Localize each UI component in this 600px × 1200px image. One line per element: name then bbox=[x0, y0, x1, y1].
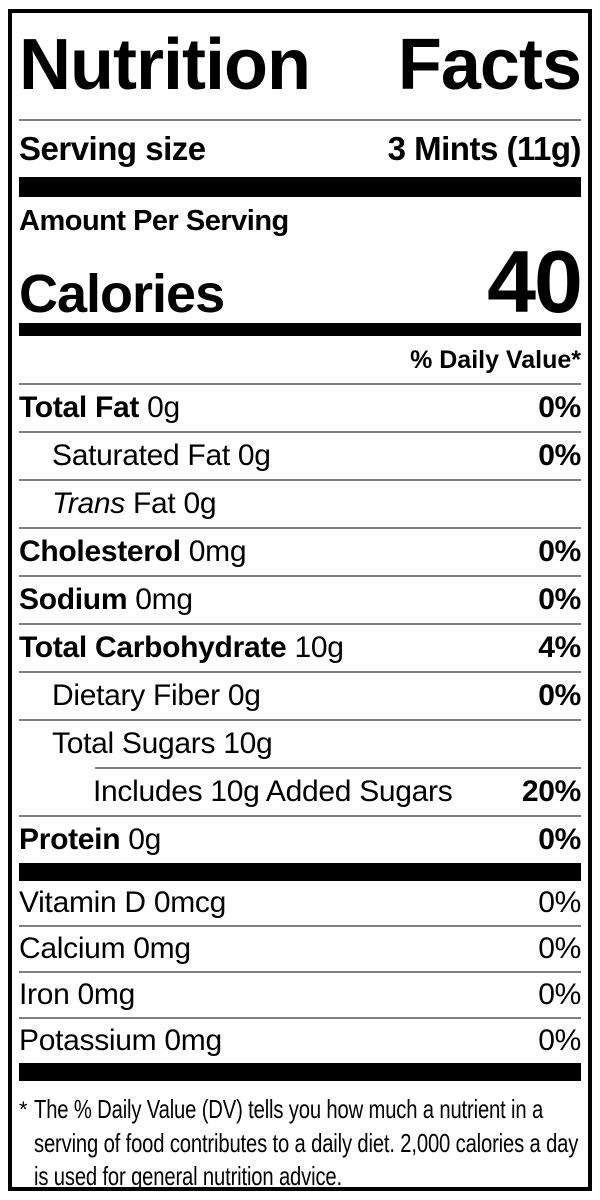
serving-size-label: Serving size bbox=[19, 130, 206, 167]
nutrient-name: Calcium 0mg bbox=[19, 931, 191, 965]
serving-size-value: 3 Mints (11g) bbox=[387, 130, 582, 167]
row-divider bbox=[19, 718, 581, 721]
footnote-text: The % Daily Value (DV) tells you how muc… bbox=[34, 1093, 579, 1191]
section-bar-thick bbox=[19, 177, 581, 197]
daily-value-percent: 0% bbox=[538, 390, 581, 424]
nutrient-name: Includes 10g Added Sugars bbox=[93, 774, 453, 808]
daily-value-divider bbox=[19, 382, 581, 385]
daily-value-percent: 0% bbox=[538, 931, 581, 965]
daily-value-percent: 0% bbox=[538, 885, 581, 919]
serving-size-row: Serving size 3 Mints (11g) bbox=[19, 121, 582, 177]
vitamin-row: Vitamin D 0mcg 0% bbox=[19, 881, 581, 925]
daily-value-percent: 4% bbox=[538, 630, 581, 664]
title-divider bbox=[19, 119, 581, 121]
nutrient-name: Trans Fat 0g bbox=[52, 486, 217, 520]
daily-value-percent: 20% bbox=[521, 774, 581, 808]
nutrient-name: Total Carbohydrate 10g bbox=[19, 630, 344, 664]
calories-row: Calories 40 bbox=[19, 237, 583, 325]
nutrient-name: Total Fat 0g bbox=[19, 390, 180, 424]
row-divider bbox=[19, 924, 581, 927]
nutrient-row: Saturated Fat 0g 0% bbox=[19, 433, 581, 479]
row-divider bbox=[19, 670, 581, 673]
calories-label: Calories bbox=[19, 263, 225, 324]
daily-value-percent: 0% bbox=[538, 438, 581, 472]
label-title: Nutrition Facts bbox=[19, 25, 582, 105]
nutrient-row: Total Sugars 10g bbox=[19, 721, 581, 767]
row-divider bbox=[19, 526, 581, 529]
vitamin-row: Calcium 0mg 0% bbox=[19, 927, 581, 971]
nutrient-row: Protein 0g 0% bbox=[19, 817, 581, 863]
daily-value-header: % Daily Value* bbox=[410, 345, 581, 374]
vitamin-rows: Vitamin D 0mcg 0% Calcium 0mg 0% Iron 0mg 0% P… bbox=[19, 881, 581, 1063]
row-divider bbox=[19, 478, 581, 481]
section-bar-medium bbox=[19, 322, 581, 336]
daily-value-percent: 0% bbox=[538, 977, 581, 1011]
daily-value-percent: 0% bbox=[538, 678, 581, 712]
nutrient-row: Total Fat 0g 0% bbox=[19, 385, 581, 431]
row-divider bbox=[95, 766, 581, 769]
daily-value-percent: 0% bbox=[538, 582, 581, 616]
nutrient-name: Sodium 0mg bbox=[19, 582, 193, 616]
row-divider bbox=[19, 430, 581, 433]
row-divider bbox=[19, 970, 581, 973]
footnote: * The % Daily Value (DV) tells you how m… bbox=[19, 1081, 581, 1187]
nutrient-name: Total Sugars 10g bbox=[52, 726, 273, 760]
footnote-asterisk: * bbox=[19, 1096, 28, 1122]
nutrition-facts-label: Nutrition Facts Serving size 3 Mints (11… bbox=[8, 9, 592, 1191]
nutrient-name: Protein 0g bbox=[19, 822, 162, 856]
nutrient-row: Trans Fat 0g bbox=[19, 481, 581, 527]
row-divider bbox=[19, 1016, 581, 1019]
section-bar-vitamins-bottom bbox=[19, 1062, 581, 1081]
nutrient-row: Sodium 0mg 0% bbox=[19, 577, 581, 623]
calories-value: 40 bbox=[487, 231, 583, 331]
nutrient-name: Vitamin D 0mcg bbox=[19, 885, 226, 919]
row-divider bbox=[19, 622, 581, 625]
nutrient-name: Dietary Fiber 0g bbox=[52, 678, 261, 712]
nutrient-rows: Total Fat 0g 0% Saturated Fat 0g 0% Trans Fa… bbox=[19, 385, 581, 863]
nutrient-row: Dietary Fiber 0g 0% bbox=[19, 673, 581, 719]
vitamin-row: Potassium 0mg 0% bbox=[19, 1019, 581, 1063]
amount-per-serving-label: Amount Per Serving bbox=[19, 205, 289, 237]
nutrient-name: Iron 0mg bbox=[19, 977, 135, 1011]
section-bar-vitamins-top bbox=[19, 862, 581, 881]
row-divider bbox=[19, 814, 581, 817]
nutrient-name: Potassium 0mg bbox=[19, 1023, 222, 1057]
row-divider bbox=[19, 574, 581, 577]
vitamin-row: Iron 0mg 0% bbox=[19, 973, 581, 1017]
nutrient-name: Saturated Fat 0g bbox=[52, 438, 271, 472]
nutrient-name: Cholesterol 0mg bbox=[19, 534, 247, 568]
daily-value-percent: 0% bbox=[538, 1023, 581, 1057]
nutrient-row: Cholesterol 0mg 0% bbox=[19, 529, 581, 575]
nutrient-row: Total Carbohydrate 10g 4% bbox=[19, 625, 581, 671]
daily-value-percent: 0% bbox=[538, 822, 581, 856]
nutrient-row: Includes 10g Added Sugars 20% bbox=[19, 769, 581, 815]
daily-value-percent: 0% bbox=[538, 534, 581, 568]
